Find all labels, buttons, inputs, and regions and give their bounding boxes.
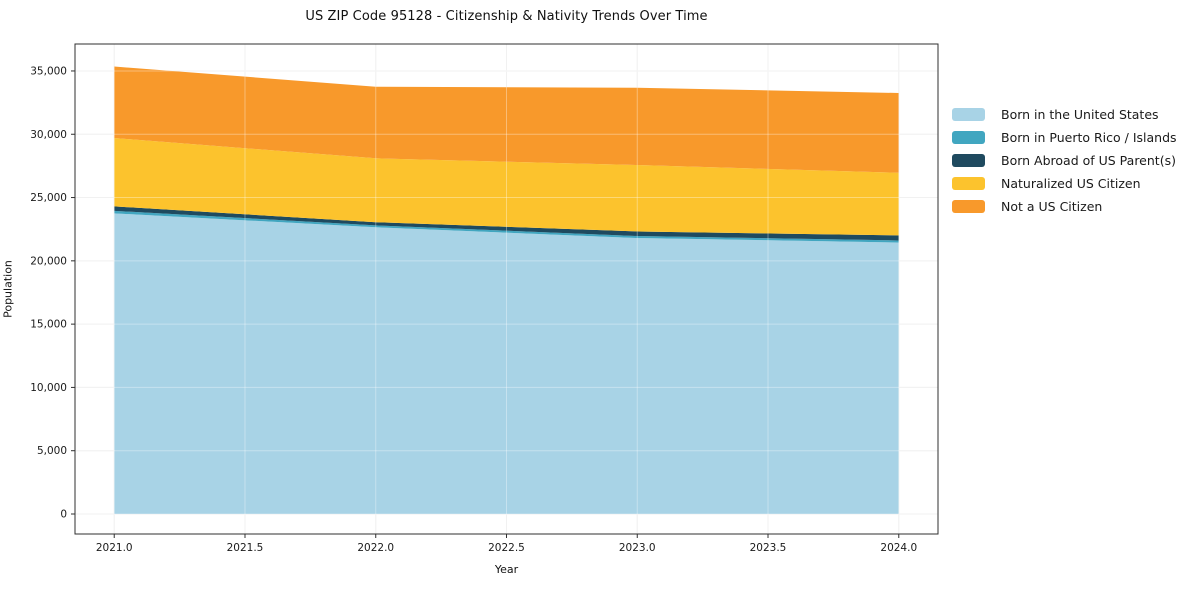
y-tick-label: 0 — [60, 509, 67, 521]
legend-label: Naturalized US Citizen — [1001, 176, 1141, 191]
area-series-0 — [114, 213, 899, 514]
area-series-layer — [114, 66, 899, 514]
area-series-1 — [114, 210, 899, 243]
legend-item: Born Abroad of US Parent(s) — [952, 149, 1177, 172]
legend-swatch-icon — [952, 177, 985, 190]
legend: Born in the United States Born in Puerto… — [952, 103, 1177, 218]
y-tick-label: 25,000 — [30, 192, 67, 204]
axis-ticks-layer: 2021.0 2021.5 2022.0 2022.5 2023.0 2023.5 2024… — [30, 65, 917, 554]
x-tick-label: 2023.5 — [750, 542, 787, 554]
chart-title: US ZIP Code 95128 - Citizenship & Nativi… — [305, 9, 708, 24]
y-tick-label: 10,000 — [30, 382, 67, 394]
legend-item: Naturalized US Citizen — [952, 172, 1177, 195]
legend-swatch-icon — [952, 154, 985, 167]
x-tick-label: 2022.5 — [488, 542, 525, 554]
legend-item: Not a US Citizen — [952, 195, 1177, 218]
y-tick-label: 15,000 — [30, 319, 67, 331]
area-series-2 — [114, 206, 899, 241]
x-tick-label: 2021.5 — [227, 542, 264, 554]
legend-label: Born in the United States — [1001, 107, 1159, 122]
area-series-4 — [114, 66, 899, 173]
legend-label: Not a US Citizen — [1001, 199, 1103, 214]
y-tick-label: 30,000 — [30, 129, 67, 141]
x-tick-label: 2024.0 — [880, 542, 917, 554]
legend-label: Born in Puerto Rico / Islands — [1001, 130, 1177, 145]
grid-overlay-layer — [75, 44, 938, 534]
legend-swatch-icon — [952, 131, 985, 144]
y-tick-label: 35,000 — [30, 65, 67, 77]
legend-swatch-icon — [952, 108, 985, 121]
legend-item: Born in Puerto Rico / Islands — [952, 126, 1177, 149]
x-tick-label: 2023.0 — [619, 542, 656, 554]
x-tick-label: 2022.0 — [357, 542, 394, 554]
legend-item: Born in the United States — [952, 103, 1177, 126]
y-tick-label: 20,000 — [30, 255, 67, 267]
legend-swatch-icon — [952, 200, 985, 213]
area-series-3 — [114, 138, 899, 236]
x-tick-label: 2021.0 — [96, 542, 133, 554]
y-tick-label: 5,000 — [37, 445, 67, 457]
legend-label: Born Abroad of US Parent(s) — [1001, 153, 1176, 168]
x-axis-label: Year — [494, 563, 519, 576]
